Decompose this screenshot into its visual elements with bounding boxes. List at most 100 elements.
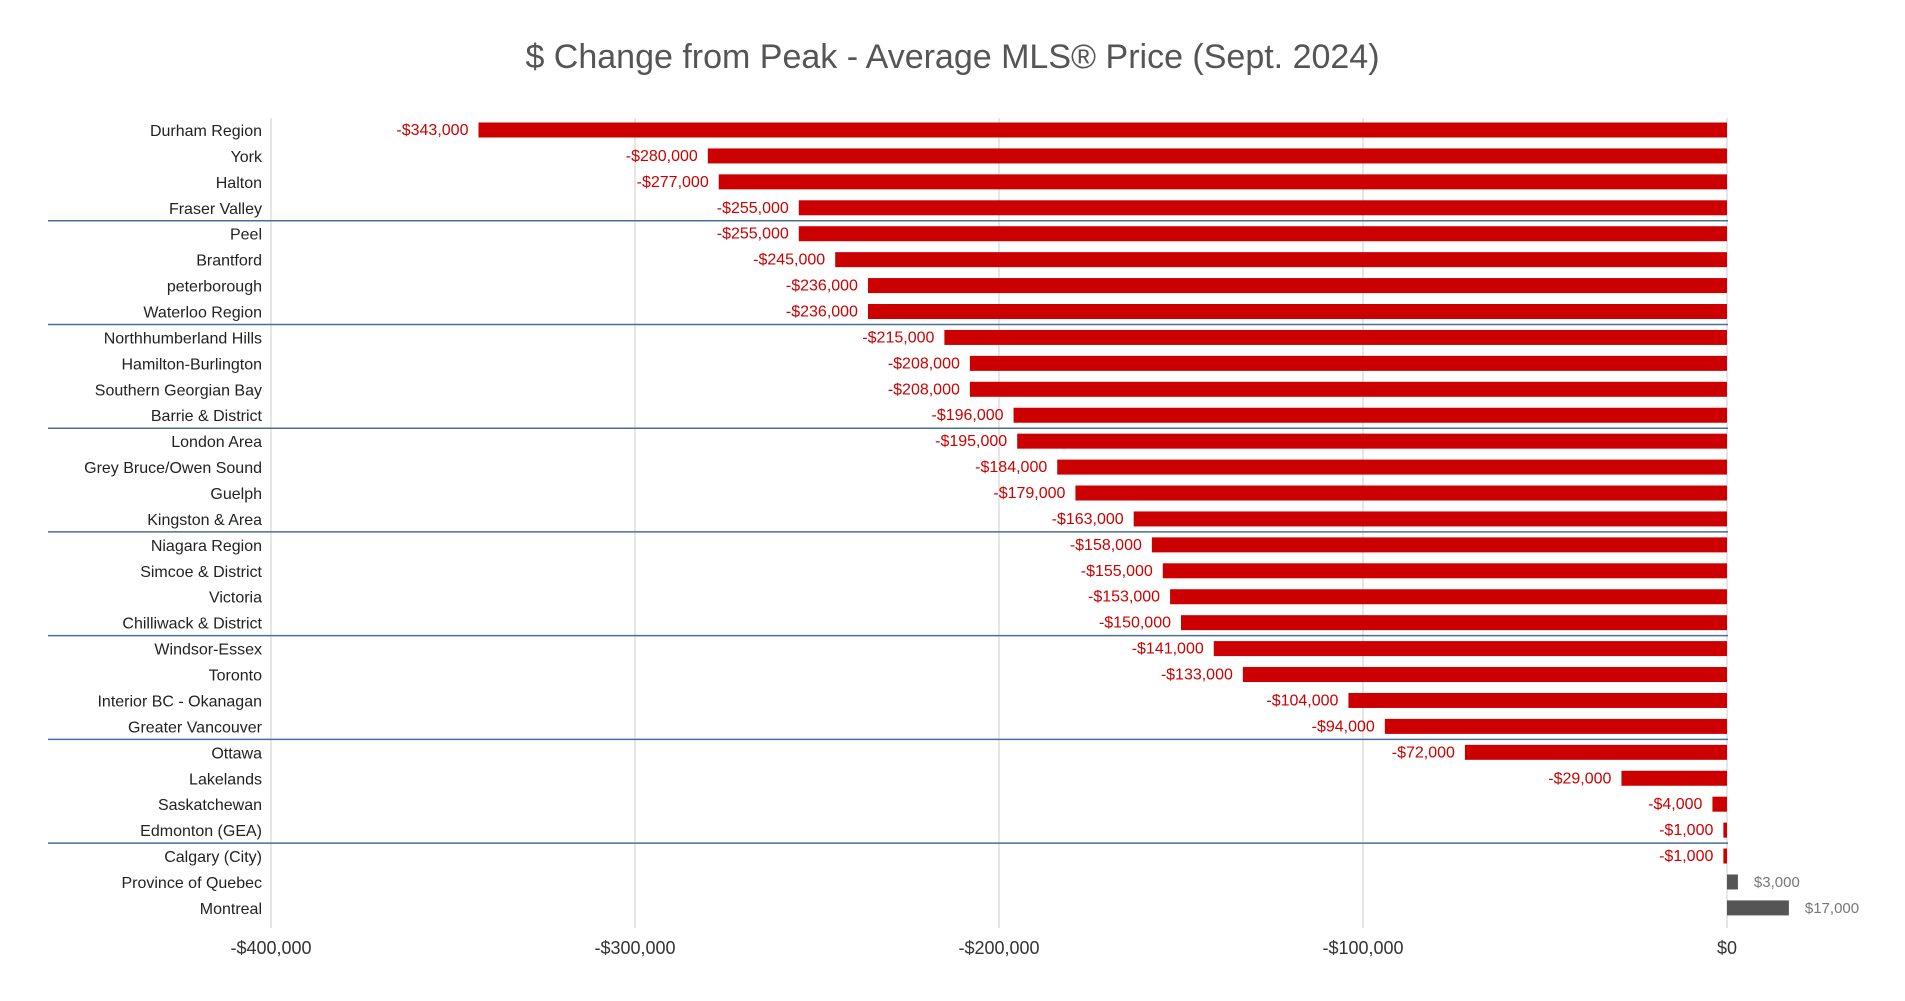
data-label: -$343,000 <box>396 122 468 139</box>
bar <box>1727 874 1738 890</box>
bar <box>1242 667 1727 683</box>
bar <box>1057 459 1727 475</box>
category-label: Niagara Region <box>151 538 262 555</box>
chart-title: $ Change from Peak - Average MLS® Price … <box>525 38 1380 76</box>
bar <box>1464 744 1727 760</box>
bar <box>867 304 1727 320</box>
category-label: Fraser Valley <box>169 201 262 218</box>
x-tick-label: $0 <box>1717 938 1737 958</box>
category-label: Edmonton (GEA) <box>140 823 262 840</box>
data-label: -$196,000 <box>931 407 1003 424</box>
data-label: -$150,000 <box>1099 615 1171 632</box>
bar <box>867 278 1727 294</box>
data-label: -$4,000 <box>1648 796 1702 813</box>
data-label: -$277,000 <box>637 174 709 191</box>
category-label: Durham Region <box>150 123 262 140</box>
bar <box>1384 718 1727 734</box>
data-label: -$255,000 <box>717 200 789 217</box>
data-label: -$179,000 <box>993 485 1065 502</box>
data-label: -$208,000 <box>888 355 960 372</box>
bar <box>1017 433 1727 449</box>
category-label: Northhumberland Hills <box>104 330 262 347</box>
bar <box>798 226 1727 242</box>
bar <box>1170 589 1727 605</box>
bar <box>944 329 1727 345</box>
bar <box>1151 537 1727 553</box>
category-label: Hamilton-Burlington <box>121 356 262 373</box>
bar <box>1723 848 1727 864</box>
group-separators <box>48 220 1728 844</box>
bar <box>707 148 1727 164</box>
bar <box>1133 511 1727 527</box>
bar <box>798 200 1727 216</box>
bar <box>1013 407 1727 423</box>
bar <box>1621 770 1727 786</box>
data-label: $3,000 <box>1754 874 1800 891</box>
bar <box>1213 641 1727 657</box>
category-label: Guelph <box>210 486 262 503</box>
category-label: Interior BC - Okanagan <box>97 693 262 710</box>
category-label: Ottawa <box>211 745 262 762</box>
bar <box>1181 615 1727 631</box>
bar <box>1712 796 1727 812</box>
labels: -$400,000 -$300,000 -$200,000 -$100,000 $0 Du… <box>84 122 1859 958</box>
category-label: Barrie & District <box>151 408 263 425</box>
category-label: Windsor-Essex <box>154 642 262 659</box>
data-label: -$163,000 <box>1052 511 1124 528</box>
data-label: -$280,000 <box>626 148 698 165</box>
category-label: Grey Bruce/Owen Sound <box>84 460 262 477</box>
data-label: -$29,000 <box>1548 770 1611 787</box>
data-label: -$208,000 <box>888 381 960 398</box>
x-tick-label: -$300,000 <box>594 938 675 958</box>
category-label: Greater Vancouver <box>128 719 263 736</box>
x-tick-label: -$400,000 <box>230 938 311 958</box>
category-label: Toronto <box>209 668 262 685</box>
category-label: Waterloo Region <box>143 305 262 322</box>
data-label: -$236,000 <box>786 304 858 321</box>
data-label: -$153,000 <box>1088 589 1160 606</box>
category-label: Southern Georgian Bay <box>95 382 262 399</box>
data-label: -$133,000 <box>1161 667 1233 684</box>
bar <box>1723 822 1727 838</box>
category-label: Saskatchewan <box>158 797 262 814</box>
category-label: Chilliwack & District <box>122 616 262 633</box>
data-label: -$1,000 <box>1659 848 1713 865</box>
bar <box>1348 692 1727 708</box>
data-label: -$184,000 <box>975 459 1047 476</box>
data-label: -$141,000 <box>1132 641 1204 658</box>
data-label: -$1,000 <box>1659 822 1713 839</box>
category-label: peterborough <box>167 279 262 296</box>
data-label: -$245,000 <box>753 252 825 269</box>
bar <box>1162 563 1727 579</box>
data-label: -$72,000 <box>1392 744 1455 761</box>
bars <box>478 122 1789 916</box>
bar <box>478 122 1728 138</box>
bar <box>1075 485 1727 501</box>
x-tick-label: -$200,000 <box>958 938 1039 958</box>
category-label: London Area <box>171 434 262 451</box>
data-label: -$215,000 <box>862 329 934 346</box>
category-label: Kingston & Area <box>147 512 262 529</box>
bar <box>718 174 1727 190</box>
category-label: Simcoe & District <box>140 564 262 581</box>
data-label: -$94,000 <box>1312 718 1375 735</box>
category-label: Province of Quebec <box>121 875 262 892</box>
category-label: Calgary (City) <box>164 849 262 866</box>
data-label: -$155,000 <box>1081 563 1153 580</box>
category-label: York <box>231 149 263 166</box>
data-label: -$195,000 <box>935 433 1007 450</box>
category-label: Peel <box>230 227 262 244</box>
x-tick-label: -$100,000 <box>1322 938 1403 958</box>
data-label: -$104,000 <box>1266 692 1338 709</box>
data-label: -$236,000 <box>786 278 858 295</box>
data-label: -$158,000 <box>1070 537 1142 554</box>
bar <box>835 252 1727 268</box>
bar <box>969 381 1727 397</box>
category-label: Brantford <box>196 253 262 270</box>
data-label: -$255,000 <box>717 226 789 243</box>
bar <box>1727 900 1789 916</box>
category-label: Victoria <box>209 590 262 607</box>
bar <box>969 355 1727 371</box>
